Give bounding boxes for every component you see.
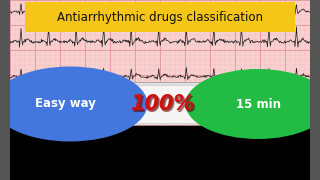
Bar — [0, 0, 10, 180]
Text: 100%: 100% — [131, 95, 195, 115]
Text: Easy way: Easy way — [35, 98, 95, 111]
Text: 100%: 100% — [130, 94, 194, 114]
Bar — [10, 0, 310, 125]
Text: 100%: 100% — [132, 96, 196, 116]
Text: Antiarrhythmic drugs classification: Antiarrhythmic drugs classification — [57, 10, 263, 24]
Bar — [310, 0, 320, 180]
Text: 100%: 100% — [131, 96, 196, 116]
Bar — [118, 85, 203, 123]
Text: 15 min: 15 min — [236, 98, 281, 111]
Ellipse shape — [0, 66, 148, 141]
Ellipse shape — [186, 69, 320, 139]
FancyBboxPatch shape — [25, 2, 295, 32]
Bar — [10, 82, 310, 83]
Bar — [10, 83, 310, 125]
